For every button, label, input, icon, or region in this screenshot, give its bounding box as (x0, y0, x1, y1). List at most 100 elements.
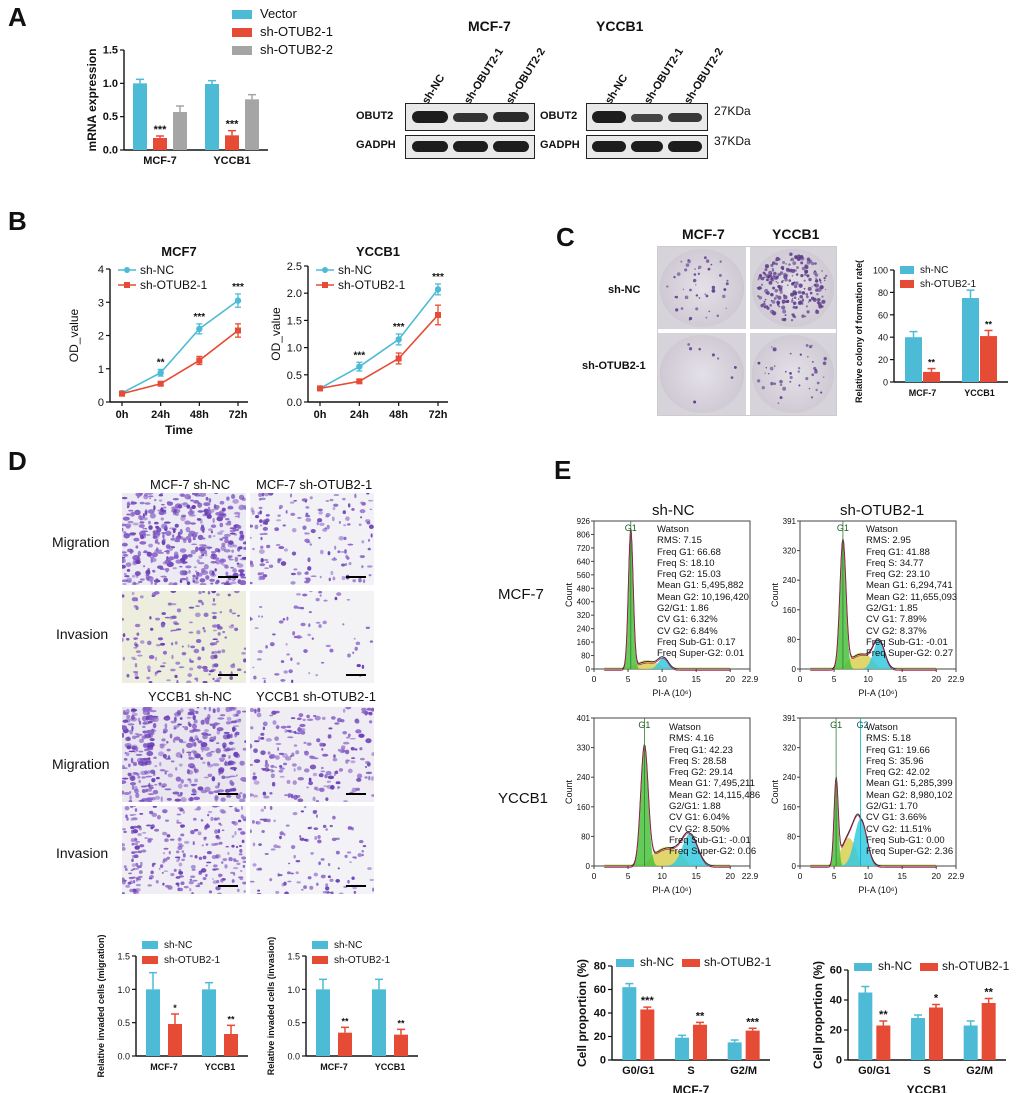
cell (295, 732, 302, 735)
legend-label: sh-NC (334, 940, 362, 951)
cell (135, 753, 143, 756)
colony (765, 274, 770, 279)
cell (228, 742, 235, 744)
cell (220, 538, 223, 541)
cell (346, 736, 350, 739)
cell (123, 532, 130, 539)
cell (218, 768, 224, 774)
cell (344, 854, 348, 858)
x-tick-label: 48h (190, 409, 209, 421)
cell (252, 842, 256, 847)
cell (122, 843, 126, 847)
cell (233, 751, 239, 757)
cell (228, 760, 236, 765)
cell (206, 733, 212, 737)
cell (238, 494, 245, 500)
y-tick-label: 401 (577, 714, 591, 723)
cell (231, 549, 234, 553)
cell (283, 881, 287, 886)
colony (786, 299, 790, 304)
colony (808, 387, 811, 390)
cell (141, 789, 146, 793)
cell (173, 582, 178, 585)
lane-label-mcf7-3: sh-OBUT2-2 (504, 46, 548, 107)
cell (213, 504, 220, 510)
colony (819, 279, 822, 282)
cell (150, 627, 154, 631)
cell (131, 851, 136, 854)
cell (350, 760, 356, 764)
cell (221, 829, 225, 832)
significance-label: *** (393, 322, 405, 333)
colony (823, 357, 827, 361)
y-tick-label: 1.0 (117, 985, 130, 995)
cell (191, 505, 196, 510)
cell (134, 642, 138, 647)
cell (260, 767, 267, 770)
cell (367, 538, 371, 542)
colony (760, 283, 764, 286)
cell (129, 548, 133, 554)
cell (128, 503, 136, 506)
colony (791, 313, 794, 316)
colony (722, 294, 726, 299)
cell (176, 710, 182, 715)
panel-label-d: D (8, 446, 27, 476)
cell (242, 860, 246, 863)
cell (324, 886, 330, 891)
blot-yccb1-obut2 (586, 103, 708, 131)
cell (309, 764, 317, 770)
x-tick-label: 22.9 (742, 674, 759, 684)
colony (689, 288, 692, 292)
cell (347, 543, 354, 546)
cell (197, 534, 204, 541)
colony (805, 270, 809, 274)
cell (279, 504, 283, 509)
cell (153, 569, 156, 573)
cell (257, 615, 260, 618)
cell (158, 751, 165, 757)
cell (260, 750, 266, 756)
x-axis-label: PI-A (10⁶) (652, 885, 691, 895)
cell (140, 861, 143, 867)
colony (789, 252, 793, 256)
cell (211, 603, 217, 606)
colony (797, 290, 802, 295)
cell (306, 718, 314, 721)
colony (775, 294, 779, 298)
cell (159, 761, 162, 767)
cell (233, 872, 236, 876)
flow-stats-yccb1-shnc: Watson RMS: 4.16 Freq G1: 42.23 Freq S: … (669, 722, 761, 858)
colony (777, 295, 782, 300)
cell (342, 510, 346, 515)
y-axis-label: Count (564, 780, 574, 805)
significance-label: ** (984, 987, 993, 999)
cell (166, 715, 170, 719)
colony (764, 372, 766, 374)
cell (372, 887, 374, 892)
blot-mcf7-gadph (405, 135, 535, 159)
cell (313, 827, 319, 830)
cell (169, 668, 176, 672)
cell (263, 806, 267, 810)
x-tick-label: 0 (798, 871, 803, 881)
cell (233, 725, 240, 728)
colony (687, 259, 690, 262)
cell (132, 888, 137, 892)
y-axis-label: mRNA expression (85, 49, 99, 152)
cell (269, 714, 274, 717)
cell (208, 670, 214, 673)
cell (369, 640, 374, 643)
cell (129, 732, 133, 735)
cell (181, 850, 185, 853)
cell (340, 551, 345, 553)
cell (147, 640, 152, 646)
cell (327, 875, 331, 879)
cell (138, 524, 145, 528)
cell (236, 562, 240, 565)
cell (203, 729, 209, 733)
y-tick-label: 80 (787, 832, 796, 841)
cell (130, 837, 135, 843)
cell (135, 606, 139, 611)
cell (133, 537, 140, 542)
